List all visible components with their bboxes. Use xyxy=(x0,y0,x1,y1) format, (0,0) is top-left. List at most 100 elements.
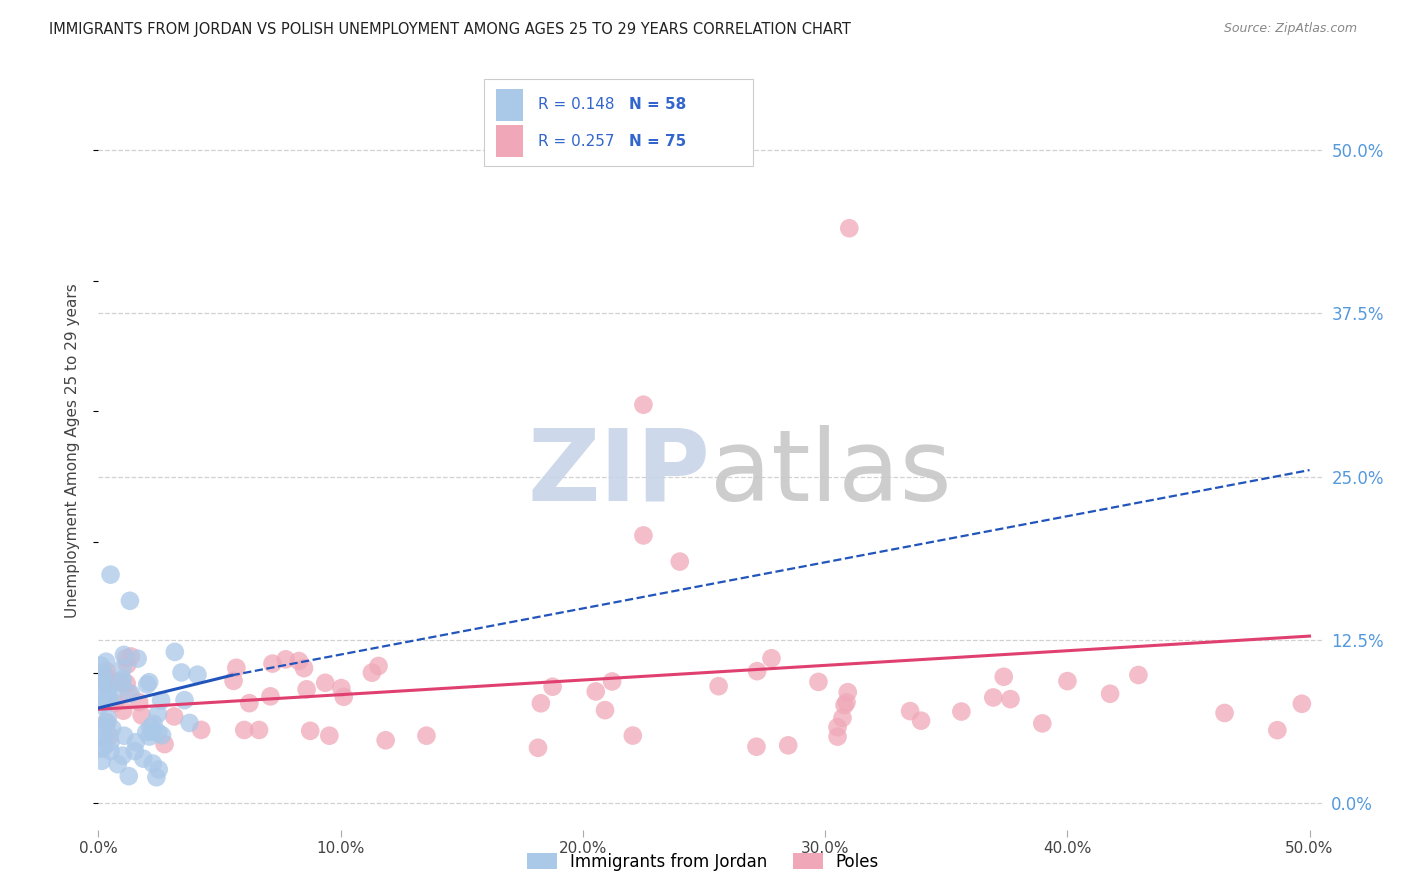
Point xyxy=(274,652,297,666)
Point xyxy=(96,664,118,678)
Point xyxy=(131,708,153,723)
Point xyxy=(186,667,208,681)
Point xyxy=(163,645,186,659)
Point xyxy=(807,674,830,689)
Point xyxy=(225,661,247,675)
Point xyxy=(827,730,849,744)
FancyBboxPatch shape xyxy=(496,89,523,120)
Point xyxy=(117,657,139,672)
Point xyxy=(91,671,114,685)
Point xyxy=(585,684,607,698)
Point xyxy=(145,770,167,784)
Point xyxy=(107,757,129,772)
Point xyxy=(633,528,655,542)
Point xyxy=(142,716,165,731)
Point xyxy=(981,690,1004,705)
Point xyxy=(415,729,437,743)
Point xyxy=(898,704,921,718)
FancyBboxPatch shape xyxy=(496,125,523,157)
Point xyxy=(100,735,122,749)
Point xyxy=(600,674,623,689)
Point xyxy=(142,756,165,771)
Point xyxy=(170,665,193,680)
Point xyxy=(90,725,112,739)
Text: IMMIGRANTS FROM JORDAN VS POLISH UNEMPLOYMENT AMONG AGES 25 TO 29 YEARS CORRELAT: IMMIGRANTS FROM JORDAN VS POLISH UNEMPLO… xyxy=(49,22,851,37)
Point xyxy=(97,711,120,725)
Point xyxy=(118,594,141,608)
Point xyxy=(111,661,134,675)
Point xyxy=(94,715,117,730)
Point xyxy=(90,677,112,691)
Point xyxy=(136,677,159,691)
Text: atlas: atlas xyxy=(710,425,952,522)
Point xyxy=(112,729,135,743)
Point xyxy=(1128,668,1150,682)
Point xyxy=(179,715,201,730)
Point xyxy=(1099,687,1122,701)
Point xyxy=(288,654,311,668)
Text: N = 75: N = 75 xyxy=(630,134,686,149)
Point xyxy=(332,690,354,704)
Point xyxy=(135,725,157,739)
Point xyxy=(138,730,160,744)
Point xyxy=(761,651,783,665)
Point xyxy=(128,695,150,709)
Point xyxy=(1213,706,1236,720)
Text: R = 0.148: R = 0.148 xyxy=(537,97,614,112)
Text: N = 58: N = 58 xyxy=(630,97,686,112)
Point xyxy=(91,694,114,708)
Point xyxy=(96,677,118,691)
Point xyxy=(330,681,353,695)
Point xyxy=(97,682,120,697)
Point xyxy=(96,720,118,734)
Point xyxy=(1265,723,1288,738)
Point xyxy=(148,763,170,777)
Point xyxy=(314,675,336,690)
Point xyxy=(125,735,148,749)
Point xyxy=(834,698,856,713)
Point xyxy=(361,665,384,680)
Point xyxy=(745,739,768,754)
Point xyxy=(1291,697,1313,711)
Text: R = 0.257: R = 0.257 xyxy=(537,134,614,149)
Point xyxy=(367,659,389,673)
Point xyxy=(910,714,932,728)
Point xyxy=(118,769,141,783)
Point xyxy=(138,675,160,690)
Point xyxy=(101,722,124,736)
Point xyxy=(262,657,284,671)
Point xyxy=(97,690,120,704)
Point xyxy=(150,728,173,742)
Point xyxy=(132,752,155,766)
Point xyxy=(96,671,118,685)
Point xyxy=(108,674,131,689)
Point xyxy=(141,724,163,739)
Point xyxy=(374,733,396,747)
Y-axis label: Unemployment Among Ages 25 to 29 years: Unemployment Among Ages 25 to 29 years xyxy=(65,283,80,618)
Point xyxy=(120,687,142,701)
Point xyxy=(111,676,134,690)
Point xyxy=(100,567,122,582)
Point xyxy=(318,729,340,743)
Point xyxy=(103,689,125,703)
Point xyxy=(633,398,655,412)
Point xyxy=(837,685,859,699)
Point xyxy=(621,729,644,743)
Point xyxy=(112,648,135,662)
Point xyxy=(247,723,270,737)
Point xyxy=(745,664,768,678)
Legend: Immigrants from Jordan, Poles: Immigrants from Jordan, Poles xyxy=(519,845,887,880)
Point xyxy=(93,739,115,754)
Point xyxy=(124,744,146,758)
Point xyxy=(1000,692,1022,706)
Point xyxy=(238,696,260,710)
Point xyxy=(993,670,1015,684)
Point xyxy=(90,669,112,683)
Point xyxy=(527,740,550,755)
Point xyxy=(1056,674,1078,689)
Point xyxy=(97,693,120,707)
Point xyxy=(150,693,173,707)
Point xyxy=(112,704,135,718)
Point xyxy=(127,651,149,665)
Point xyxy=(530,696,553,710)
